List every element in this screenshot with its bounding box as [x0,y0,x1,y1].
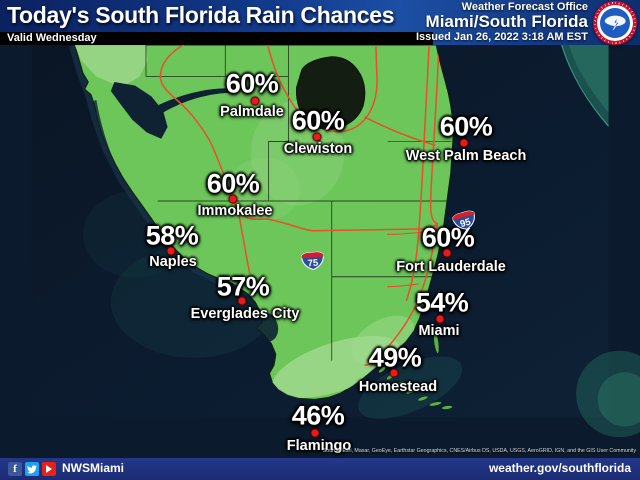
website-link[interactable]: weather.gov/southflorida [488,461,631,475]
valid-bar: Valid Wednesday [0,32,433,45]
facebook-icon[interactable]: f [8,462,22,476]
nws-logo-icon [593,1,637,45]
footer-bar: f NWSMiami weather.gov/southflorida [0,458,640,480]
social-icons: f [8,462,56,476]
map-area: 60% Palmdale 60% Clewiston 60% West Palm Beac… [0,45,640,458]
issued-timestamp: Issued Jan 26, 2022 3:18 AM EST [415,31,588,43]
highway-lines [159,45,440,366]
graphic-title: Today's South Florida Rain Chances [7,2,395,28]
social-handle: NWSMiami [62,461,125,475]
valid-label: Valid Wednesday [7,32,97,44]
play-icon [46,465,52,473]
office-name: Weather Forecast Office [461,1,588,13]
map-canvas [31,45,640,438]
imagery-attribution: Source: Esri, Maxar, GeoEye, Earthstar G… [322,448,636,454]
youtube-icon[interactable] [42,462,56,476]
logo-text-ring [593,1,637,45]
header-bar: Today's South Florida Rain Chances Valid… [0,0,640,45]
office-location: Miami/South Florida [425,12,588,31]
twitter-icon[interactable] [25,462,39,476]
county-lines [145,45,452,361]
lake-okeechobee [295,56,366,130]
office-block: Weather Forecast Office Miami/South Flor… [416,1,588,44]
